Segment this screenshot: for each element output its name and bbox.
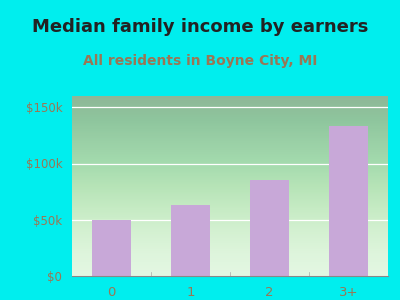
- Text: All residents in Boyne City, MI: All residents in Boyne City, MI: [83, 54, 317, 68]
- Bar: [92, 220, 131, 276]
- Bar: [250, 180, 289, 276]
- Bar: [171, 205, 210, 276]
- Bar: [329, 126, 368, 276]
- Text: Median family income by earners: Median family income by earners: [32, 18, 368, 36]
